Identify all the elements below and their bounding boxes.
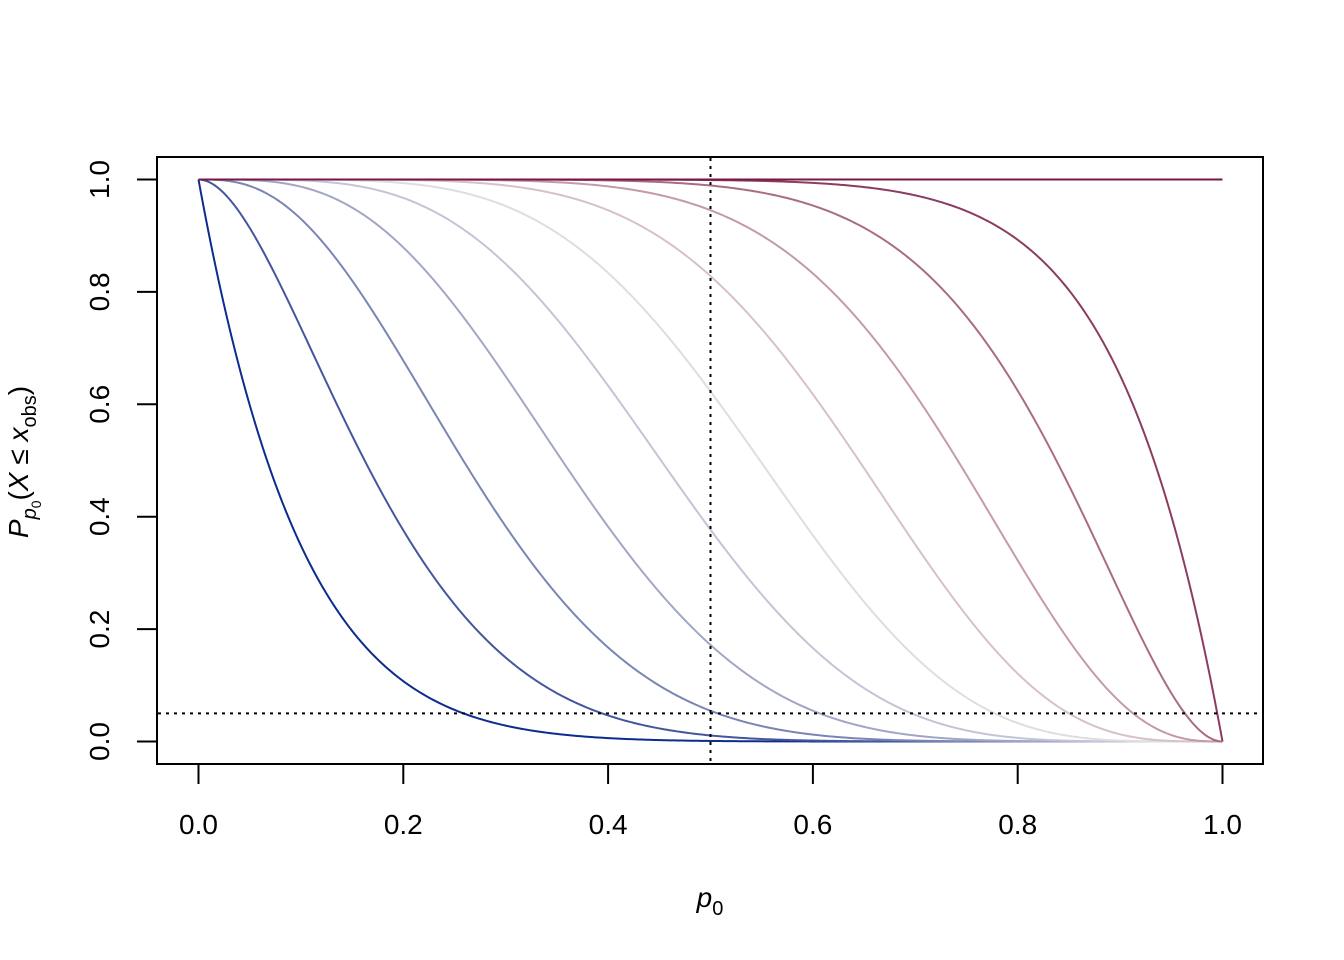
- series-line-4: [198, 178, 1223, 743]
- series-layer: [197, 178, 1224, 743]
- x-tick-label: 0.8: [998, 809, 1037, 840]
- x-axis-title: p0: [696, 882, 724, 920]
- y-tick-label: 0.2: [84, 610, 115, 649]
- y-tick-label: 0.0: [84, 722, 115, 761]
- y-tick-label: 0.6: [84, 385, 115, 424]
- y-tick-label: 1.0: [84, 160, 115, 199]
- y-axis-title: Pp0(X ≤ xobs): [3, 386, 44, 538]
- x-axis: 0.0 0.2 0.4 0.6 0.8 1.0: [179, 763, 1242, 840]
- series-line-3: [198, 178, 1223, 743]
- x-tick-label: 0.2: [384, 809, 423, 840]
- x-tick-label: 0.6: [793, 809, 832, 840]
- y-tick-label: 0.4: [84, 497, 115, 536]
- x-tick-label: 0.0: [179, 809, 218, 840]
- x-tick-label: 1.0: [1203, 809, 1242, 840]
- y-tick-label: 0.8: [84, 272, 115, 311]
- reference-lines: [158, 158, 1262, 763]
- x-tick-label: 0.4: [589, 809, 628, 840]
- y-axis: 0.0 0.2 0.4 0.6 0.8 1.0: [84, 160, 158, 761]
